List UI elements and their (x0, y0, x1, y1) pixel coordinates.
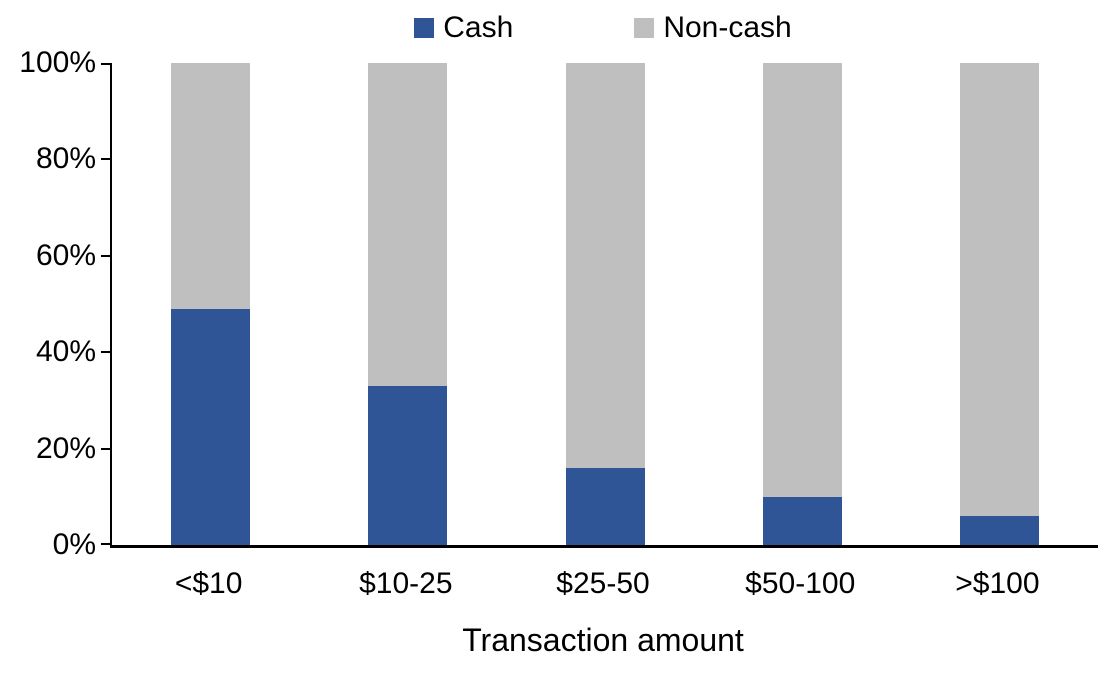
bar-segment-cash-50-100 (762, 496, 842, 545)
legend-label-cash: Cash (443, 11, 514, 44)
x-tick-label-10-25: $10-25 (359, 567, 453, 600)
stacked-bar-10-25 (368, 63, 448, 545)
y-tick-mark-60 (101, 254, 110, 257)
stacked-bar-25-50 (565, 63, 645, 545)
bar-slot-10-25 (309, 63, 506, 545)
y-tick-label-100: 100% (19, 46, 96, 79)
y-tick-mark-80 (101, 158, 110, 161)
x-axis-labels: <$10 $10-25 $25-50 $50-100 >$100 (110, 566, 1096, 602)
stacked-bar-100 (959, 63, 1039, 545)
plot-area (101, 63, 1098, 548)
y-tick-label-80: 80% (35, 142, 96, 176)
y-tick-mark-40 (101, 351, 110, 354)
bar-slot-50-100 (704, 63, 901, 545)
bar-segment-non-cash-50-100 (762, 63, 842, 497)
bar-segment-cash-10 (171, 308, 251, 545)
x-tick-label-25-50: $25-50 (556, 567, 650, 600)
stacked-bar-50-100 (762, 63, 842, 545)
x-tick-label-100: >$100 (955, 567, 1040, 600)
y-tick-label-0: 0% (52, 528, 96, 561)
legend-item-cash: Cash (414, 11, 513, 45)
y-tick-label-60: 60% (35, 238, 96, 272)
legend-swatch-cash (414, 18, 435, 38)
y-tick-mark-20 (101, 447, 110, 450)
bar-segment-cash-10-25 (368, 385, 448, 545)
stacked-bar-10 (171, 63, 251, 545)
legend-label-non-cash: Non-cash (663, 11, 792, 44)
y-tick-mark-0 (101, 543, 110, 545)
bar-slot-10 (112, 63, 309, 545)
x-tick-label-50-100: $50-100 (745, 567, 856, 600)
y-tick-label-40: 40% (35, 335, 96, 369)
bar-segment-cash-100 (959, 516, 1039, 545)
y-tick-label-20: 20% (35, 431, 96, 465)
bar-segment-cash-25-50 (565, 467, 645, 545)
legend-swatch-non-cash (634, 18, 655, 38)
y-axis: 0% 20% 40% 60% 80% 100% (0, 48, 96, 560)
bar-slot-25-50 (506, 63, 703, 545)
bar-segment-non-cash-100 (959, 63, 1039, 517)
bar-slot-100 (901, 63, 1098, 545)
bar-segment-non-cash-10-25 (368, 63, 448, 386)
y-tick-mark-100 (101, 63, 110, 65)
legend-item-non-cash: Non-cash (634, 11, 792, 45)
bar-segment-non-cash-10 (171, 63, 251, 309)
x-tick-label-10: <$10 (174, 567, 243, 600)
x-axis-title: Transaction amount (462, 622, 744, 658)
bar-segment-non-cash-25-50 (565, 63, 645, 468)
legend: Cash Non-cash (110, 11, 1096, 45)
